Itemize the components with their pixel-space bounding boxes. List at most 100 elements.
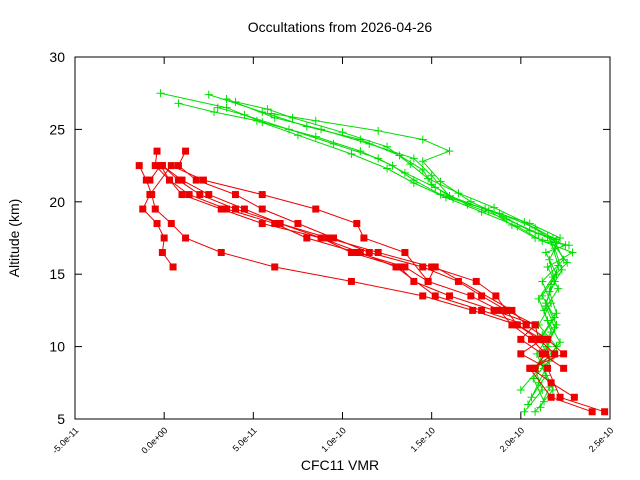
data-point bbox=[329, 139, 338, 148]
data-point bbox=[166, 176, 174, 184]
data-point bbox=[223, 205, 231, 213]
data-point bbox=[492, 292, 500, 300]
y-tick-label: 30 bbox=[49, 49, 65, 65]
data-point bbox=[428, 263, 436, 271]
data-point bbox=[478, 306, 486, 314]
data-point bbox=[139, 205, 147, 213]
data-point bbox=[153, 220, 161, 228]
data-point bbox=[174, 176, 182, 184]
data-point bbox=[507, 220, 516, 229]
data-point bbox=[419, 263, 427, 271]
data-point bbox=[365, 139, 374, 148]
data-point bbox=[431, 183, 440, 192]
data-point bbox=[516, 386, 525, 395]
data-point bbox=[232, 205, 239, 213]
series-layer bbox=[135, 89, 609, 416]
data-point bbox=[252, 116, 261, 125]
data-point bbox=[271, 220, 279, 228]
data-point bbox=[522, 321, 530, 329]
data-point bbox=[146, 176, 154, 184]
data-point bbox=[550, 323, 559, 332]
data-point bbox=[409, 178, 418, 187]
series-line bbox=[271, 113, 563, 402]
data-point bbox=[182, 234, 190, 242]
data-point bbox=[601, 408, 609, 416]
data-point bbox=[467, 292, 475, 300]
data-point bbox=[588, 408, 596, 416]
data-point bbox=[568, 248, 577, 257]
data-point bbox=[431, 292, 439, 300]
data-point bbox=[167, 162, 175, 170]
data-point bbox=[552, 309, 561, 318]
data-point bbox=[466, 197, 475, 206]
data-point bbox=[406, 160, 415, 169]
data-point bbox=[258, 220, 266, 228]
data-point bbox=[495, 306, 503, 314]
data-point bbox=[550, 244, 559, 253]
data-point bbox=[347, 150, 356, 159]
data-point bbox=[374, 248, 382, 256]
y-axis-label: Altitude (km) bbox=[6, 199, 22, 278]
data-point bbox=[544, 335, 552, 343]
data-point bbox=[431, 263, 439, 271]
data-point bbox=[508, 306, 516, 314]
series-line bbox=[177, 150, 564, 369]
data-point bbox=[538, 335, 546, 343]
data-point bbox=[531, 407, 540, 416]
data-point bbox=[543, 316, 552, 325]
data-point bbox=[192, 176, 200, 184]
data-point bbox=[531, 364, 539, 372]
data-point bbox=[153, 147, 161, 155]
data-point bbox=[276, 220, 284, 228]
y-tick-label: 15 bbox=[49, 266, 65, 282]
data-point bbox=[535, 335, 543, 343]
data-point bbox=[525, 226, 534, 235]
data-point bbox=[199, 176, 207, 184]
data-point bbox=[178, 176, 186, 184]
series-line bbox=[235, 101, 568, 408]
data-point bbox=[556, 393, 564, 401]
data-point bbox=[317, 234, 325, 242]
data-point bbox=[142, 176, 150, 184]
series-7 bbox=[135, 162, 609, 416]
data-point bbox=[550, 313, 559, 322]
series-10 bbox=[174, 147, 568, 372]
data-point bbox=[538, 236, 547, 245]
y-tick-label: 25 bbox=[49, 121, 65, 137]
data-point bbox=[303, 234, 311, 242]
data-point bbox=[312, 205, 320, 213]
data-point bbox=[383, 164, 392, 173]
x-tick-label: 1.5e-10 bbox=[408, 425, 437, 454]
data-point bbox=[503, 306, 511, 314]
data-point bbox=[520, 218, 529, 227]
data-point bbox=[271, 263, 279, 271]
data-point bbox=[570, 393, 578, 401]
data-point bbox=[528, 364, 536, 372]
data-point bbox=[324, 234, 332, 242]
data-point bbox=[418, 135, 427, 144]
data-point bbox=[531, 223, 540, 232]
data-point bbox=[541, 248, 550, 257]
data-point bbox=[446, 292, 453, 300]
data-point bbox=[517, 335, 525, 343]
series-6 bbox=[222, 94, 573, 395]
data-point bbox=[146, 191, 154, 199]
data-point bbox=[528, 335, 536, 343]
data-point bbox=[556, 338, 565, 347]
data-point bbox=[311, 116, 320, 125]
data-point bbox=[490, 203, 499, 212]
data-point bbox=[563, 258, 572, 267]
data-point bbox=[158, 248, 166, 256]
data-point bbox=[538, 350, 546, 358]
data-point bbox=[557, 265, 566, 274]
data-point bbox=[538, 277, 547, 286]
data-point bbox=[564, 241, 573, 250]
data-point bbox=[534, 294, 543, 303]
data-point bbox=[441, 193, 450, 202]
data-point bbox=[418, 157, 427, 166]
data-point bbox=[240, 205, 248, 213]
series-line bbox=[154, 151, 593, 413]
data-point bbox=[472, 277, 480, 285]
data-point bbox=[213, 103, 222, 112]
